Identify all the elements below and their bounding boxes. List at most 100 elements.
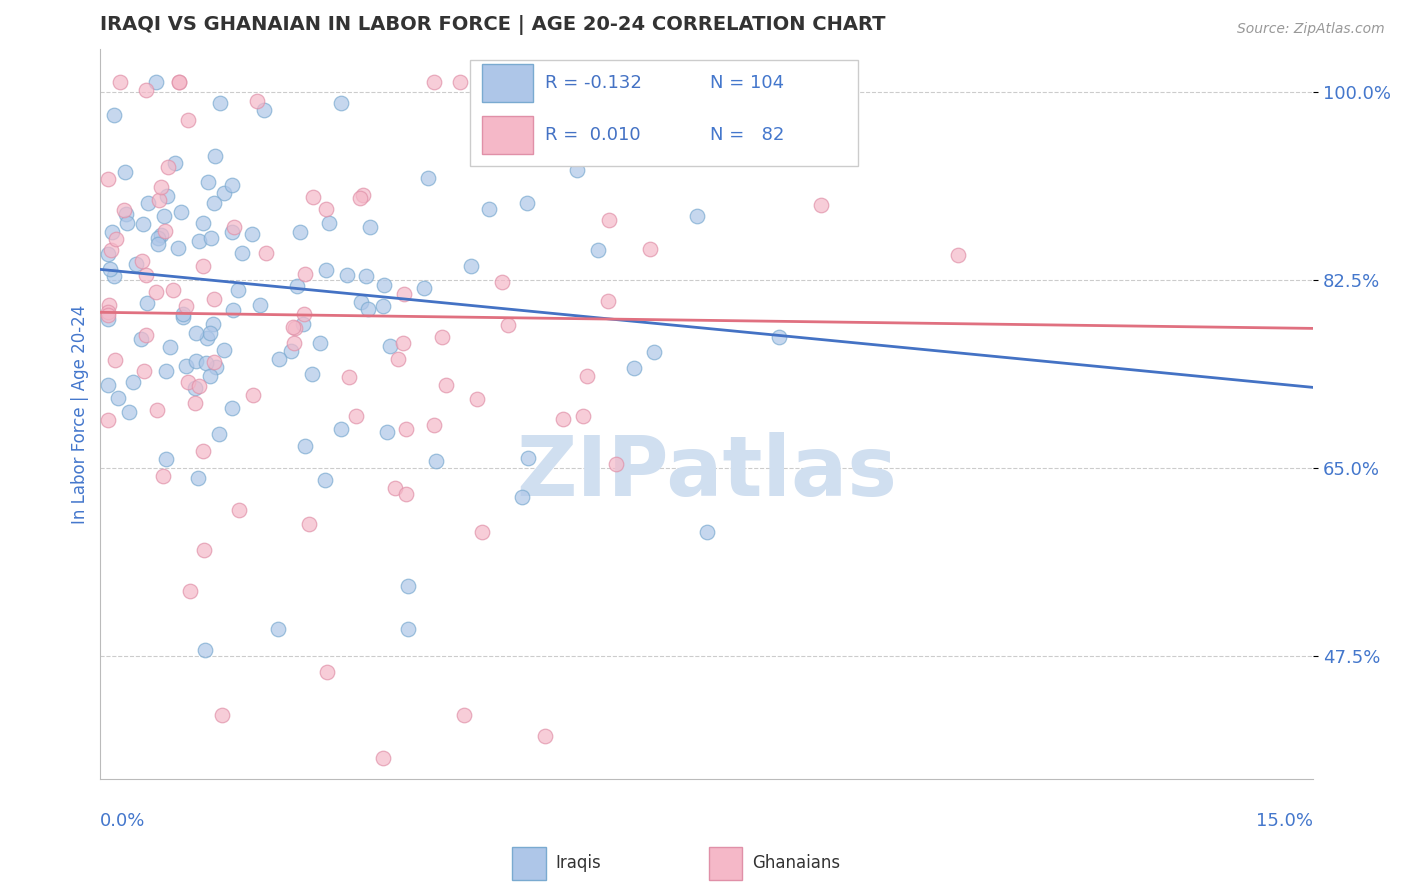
Point [294,267,316,281]
Point [201,317,224,331]
Point [425,453,447,467]
Point [392,287,415,301]
Point [309,336,332,351]
Point [202,196,225,211]
Point [212,186,235,200]
Point [315,263,337,277]
Point [155,451,177,466]
Point [121,375,143,389]
Point [97,172,120,186]
Point [231,245,253,260]
Point [118,405,141,419]
Point [170,205,193,219]
Point [115,216,138,230]
Point [125,257,148,271]
Point [423,75,446,89]
Point [197,175,219,189]
Point [373,750,395,764]
Point [357,301,380,316]
Point [146,231,169,245]
Point [430,330,453,344]
Point [179,583,201,598]
Point [145,403,167,417]
Point [283,336,305,351]
Point [187,378,209,392]
Point [565,163,588,178]
Point [156,189,179,203]
Point [375,425,398,440]
Point [354,268,377,283]
Point [155,363,177,377]
Point [107,391,129,405]
Point [184,382,207,396]
Point [294,439,316,453]
Text: Source: ZipAtlas.com: Source: ZipAtlas.com [1237,22,1385,37]
Point [281,320,304,334]
Text: N = 104: N = 104 [710,74,785,92]
Point [280,343,302,358]
Point [623,361,645,376]
Point [471,525,494,540]
FancyBboxPatch shape [482,64,533,102]
Point [396,622,419,636]
Point [378,339,401,353]
Point [114,207,136,221]
Point [373,299,395,313]
Point [373,278,395,293]
Point [136,196,159,211]
Point [344,409,367,424]
Point [148,194,170,208]
Point [291,317,314,331]
Point [135,83,157,97]
Point [586,243,609,257]
Point [209,95,232,110]
Point [198,326,221,340]
Point [97,247,120,261]
Point [575,369,598,384]
Point [350,295,373,310]
Point [198,368,221,383]
Text: Iraqis: Iraqis [555,855,602,872]
Point [598,213,620,227]
Point [97,377,120,392]
Point [104,232,127,246]
Point [194,643,217,657]
Point [114,165,136,179]
Point [605,137,627,152]
Point [166,241,188,255]
Point [101,226,124,240]
Point [449,75,471,89]
Point [491,275,513,289]
Point [254,245,277,260]
Point [396,579,419,593]
Point [301,190,323,204]
Point [605,457,627,471]
Point [97,298,120,312]
Point [197,331,219,345]
Point [135,296,157,310]
Point [211,707,233,722]
Point [169,75,191,89]
Point [145,285,167,300]
Text: IRAQI VS GHANAIAN IN LABOR FORCE | AGE 20-24 CORRELATION CHART: IRAQI VS GHANAIAN IN LABOR FORCE | AGE 2… [100,15,886,35]
Point [252,103,274,118]
Point [467,392,489,406]
Point [208,426,231,441]
Point [162,284,184,298]
Point [301,367,323,381]
Point [696,525,718,540]
Point [167,75,190,89]
Point [318,216,340,230]
Point [314,473,336,487]
Point [460,259,482,273]
Point [534,729,557,743]
Point [149,228,172,243]
Point [267,622,290,636]
Point [413,280,436,294]
Point [146,237,169,252]
Point [177,113,200,128]
Point [349,190,371,204]
Point [240,227,263,242]
Point [510,490,533,504]
Point [191,259,214,273]
